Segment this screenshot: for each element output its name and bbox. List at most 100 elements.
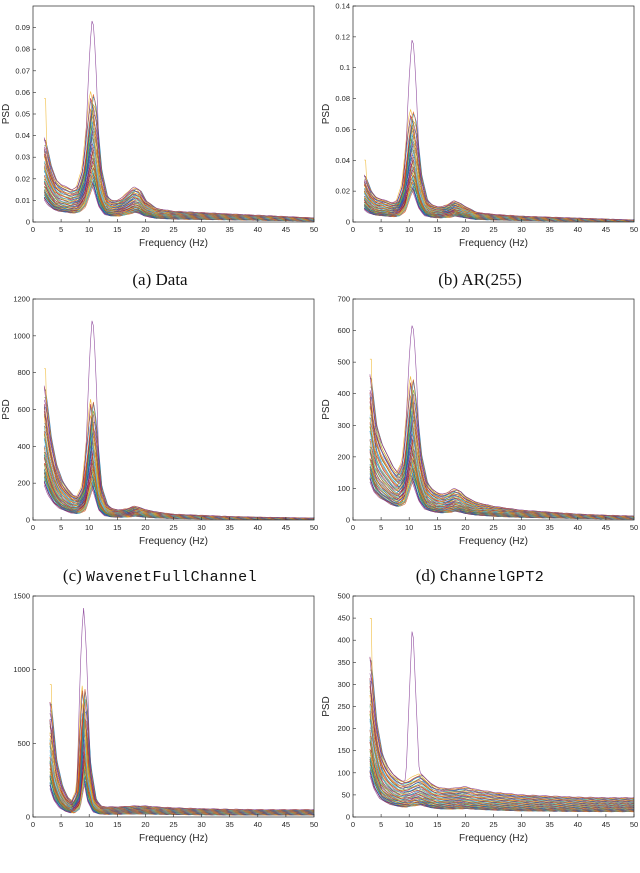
- x-tick-label: 45: [602, 523, 610, 532]
- chart-e: 0 5 10 15 20 25 30 35 40 45 50050010001500Frequenc…: [13, 592, 318, 845]
- x-tick-label: 45: [282, 225, 290, 234]
- x-tick-label: 0: [351, 820, 355, 829]
- y-tick-label: 0: [26, 218, 30, 227]
- y-tick-label: 0.01: [15, 196, 30, 205]
- x-tick-label: 0: [351, 225, 355, 234]
- y-tick-label: 200: [17, 479, 30, 488]
- y-tick-label: 50: [342, 790, 350, 799]
- x-tick-label: 15: [433, 225, 441, 234]
- y-axis-label: PSD: [321, 399, 332, 420]
- x-tick-label: 25: [489, 225, 497, 234]
- y-tick-label: 0.04: [335, 156, 350, 165]
- x-tick-label: 15: [113, 523, 121, 532]
- caption-c: (c) WavenetFullChannel: [0, 566, 320, 586]
- caption-label-c: (c): [62, 566, 87, 585]
- x-tick-label: 25: [169, 523, 177, 532]
- y-tick-label: 600: [337, 326, 350, 335]
- y-tick-label: 0.12: [335, 32, 350, 41]
- x-tick-label: 10: [405, 523, 413, 532]
- y-tick-label: 450: [337, 614, 350, 623]
- y-axis-label: PSD: [321, 104, 332, 125]
- chart-c: 0 5 10 15 20 25 30 35 40 45 50 0 200 400 600 800 1000 120…: [1, 295, 318, 548]
- x-tick-label: 15: [113, 225, 121, 234]
- x-tick-label: 30: [197, 225, 205, 234]
- y-tick-label: 100: [337, 768, 350, 777]
- y-tick-label: 1200: [13, 295, 30, 304]
- series-line: [369, 705, 634, 803]
- x-tick-label: 0: [351, 523, 355, 532]
- chart-panel-a: 0 5 10 15 20 25 30 35 40 45 50 0 0.01 0.02 0.03 0.04 0.0…: [0, 0, 320, 260]
- y-tick-label: 200: [337, 724, 350, 733]
- x-tick-label: 30: [197, 523, 205, 532]
- axes-frame: [32, 298, 315, 521]
- x-tick-label: 10: [85, 820, 93, 829]
- y-tick-label: 500: [337, 592, 350, 601]
- y-tick-label: 0: [26, 813, 30, 822]
- y-tick-label: 0.14: [335, 2, 350, 11]
- caption-label-d: (d): [415, 566, 440, 585]
- x-tick-label: 35: [546, 523, 554, 532]
- chart-a: 0 5 10 15 20 25 30 35 40 45 50 0 0.01 0.02 0.03 0.04 0.0…: [1, 5, 318, 249]
- x-tick-label: 45: [282, 523, 290, 532]
- axes-frame: [32, 595, 315, 818]
- chart-f: 0 5 10 15 20 25 30 35 40 45 5005010015020025030035…: [321, 592, 638, 845]
- y-tick-label: 1000: [13, 665, 30, 674]
- y-tick-label: 300: [337, 680, 350, 689]
- y-tick-label: 0.03: [15, 153, 30, 162]
- x-tick-label: 40: [254, 523, 262, 532]
- caption-a: (a) Data: [0, 270, 320, 290]
- x-tick-label: 35: [226, 523, 234, 532]
- y-tick-label: 0.05: [15, 110, 30, 119]
- x-tick-label: 20: [141, 225, 149, 234]
- x-tick-label: 20: [141, 523, 149, 532]
- x-axis-label: Frequency (Hz): [139, 536, 208, 547]
- x-tick-label: 0: [31, 820, 35, 829]
- chart-panel-e: 0 5 10 15 20 25 30 35 40 45 50 0 500 1000 1500 Frequenc…: [0, 590, 320, 855]
- x-tick-label: 40: [574, 225, 582, 234]
- x-tick-label: 5: [379, 225, 383, 234]
- x-tick-label: 50: [310, 225, 318, 234]
- chart-b: 0 5 10 15 20 25 30 35 40 45 50 0 0.02 0.04 0.06 0.08 0.1…: [321, 2, 638, 250]
- x-tick-label: 0: [31, 523, 35, 532]
- x-tick-label: 30: [517, 820, 525, 829]
- y-tick-label: 0.08: [335, 94, 350, 103]
- series-line: [369, 750, 634, 809]
- y-tick-label: 800: [17, 368, 30, 377]
- y-tick-label: 0.06: [335, 125, 350, 134]
- x-tick-label: 50: [630, 523, 638, 532]
- series-line: [369, 705, 634, 804]
- caption-d: (d) ChannelGPT2: [320, 566, 640, 586]
- x-tick-label: 20: [461, 225, 469, 234]
- x-tick-label: 50: [630, 225, 638, 234]
- caption-name-c: WavenetFullChannel: [86, 569, 258, 586]
- x-tick-label: 50: [310, 820, 318, 829]
- x-tick-label: 25: [489, 523, 497, 532]
- x-axis-label: Frequency (Hz): [459, 238, 528, 249]
- y-tick-label: 0.04: [15, 131, 30, 140]
- x-tick-label: 45: [602, 820, 610, 829]
- x-tick-label: 10: [85, 225, 93, 234]
- x-axis-label: Frequency (Hz): [459, 833, 528, 844]
- y-tick-label: 350: [337, 658, 350, 667]
- caption-label-b: (b) AR(255): [438, 270, 522, 289]
- x-tick-label: 35: [226, 820, 234, 829]
- y-tick-label: 200: [337, 452, 350, 461]
- x-tick-label: 40: [574, 523, 582, 532]
- series-line: [43, 20, 314, 219]
- x-tick-label: 35: [226, 225, 234, 234]
- y-tick-label: 0.02: [15, 174, 30, 183]
- axes-frame: [32, 5, 315, 223]
- x-tick-label: 0: [31, 225, 35, 234]
- x-tick-label: 15: [113, 820, 121, 829]
- series-line: [43, 320, 314, 519]
- series-line: [49, 607, 314, 811]
- x-tick-label: 25: [489, 820, 497, 829]
- x-axis-label: Frequency (Hz): [139, 238, 208, 249]
- x-tick-label: 30: [197, 820, 205, 829]
- x-tick-label: 25: [169, 225, 177, 234]
- x-tick-label: 20: [461, 523, 469, 532]
- x-tick-label: 15: [433, 820, 441, 829]
- x-axis-label: Frequency (Hz): [459, 536, 528, 547]
- y-axis-label: PSD: [321, 696, 332, 717]
- series-line: [369, 727, 634, 808]
